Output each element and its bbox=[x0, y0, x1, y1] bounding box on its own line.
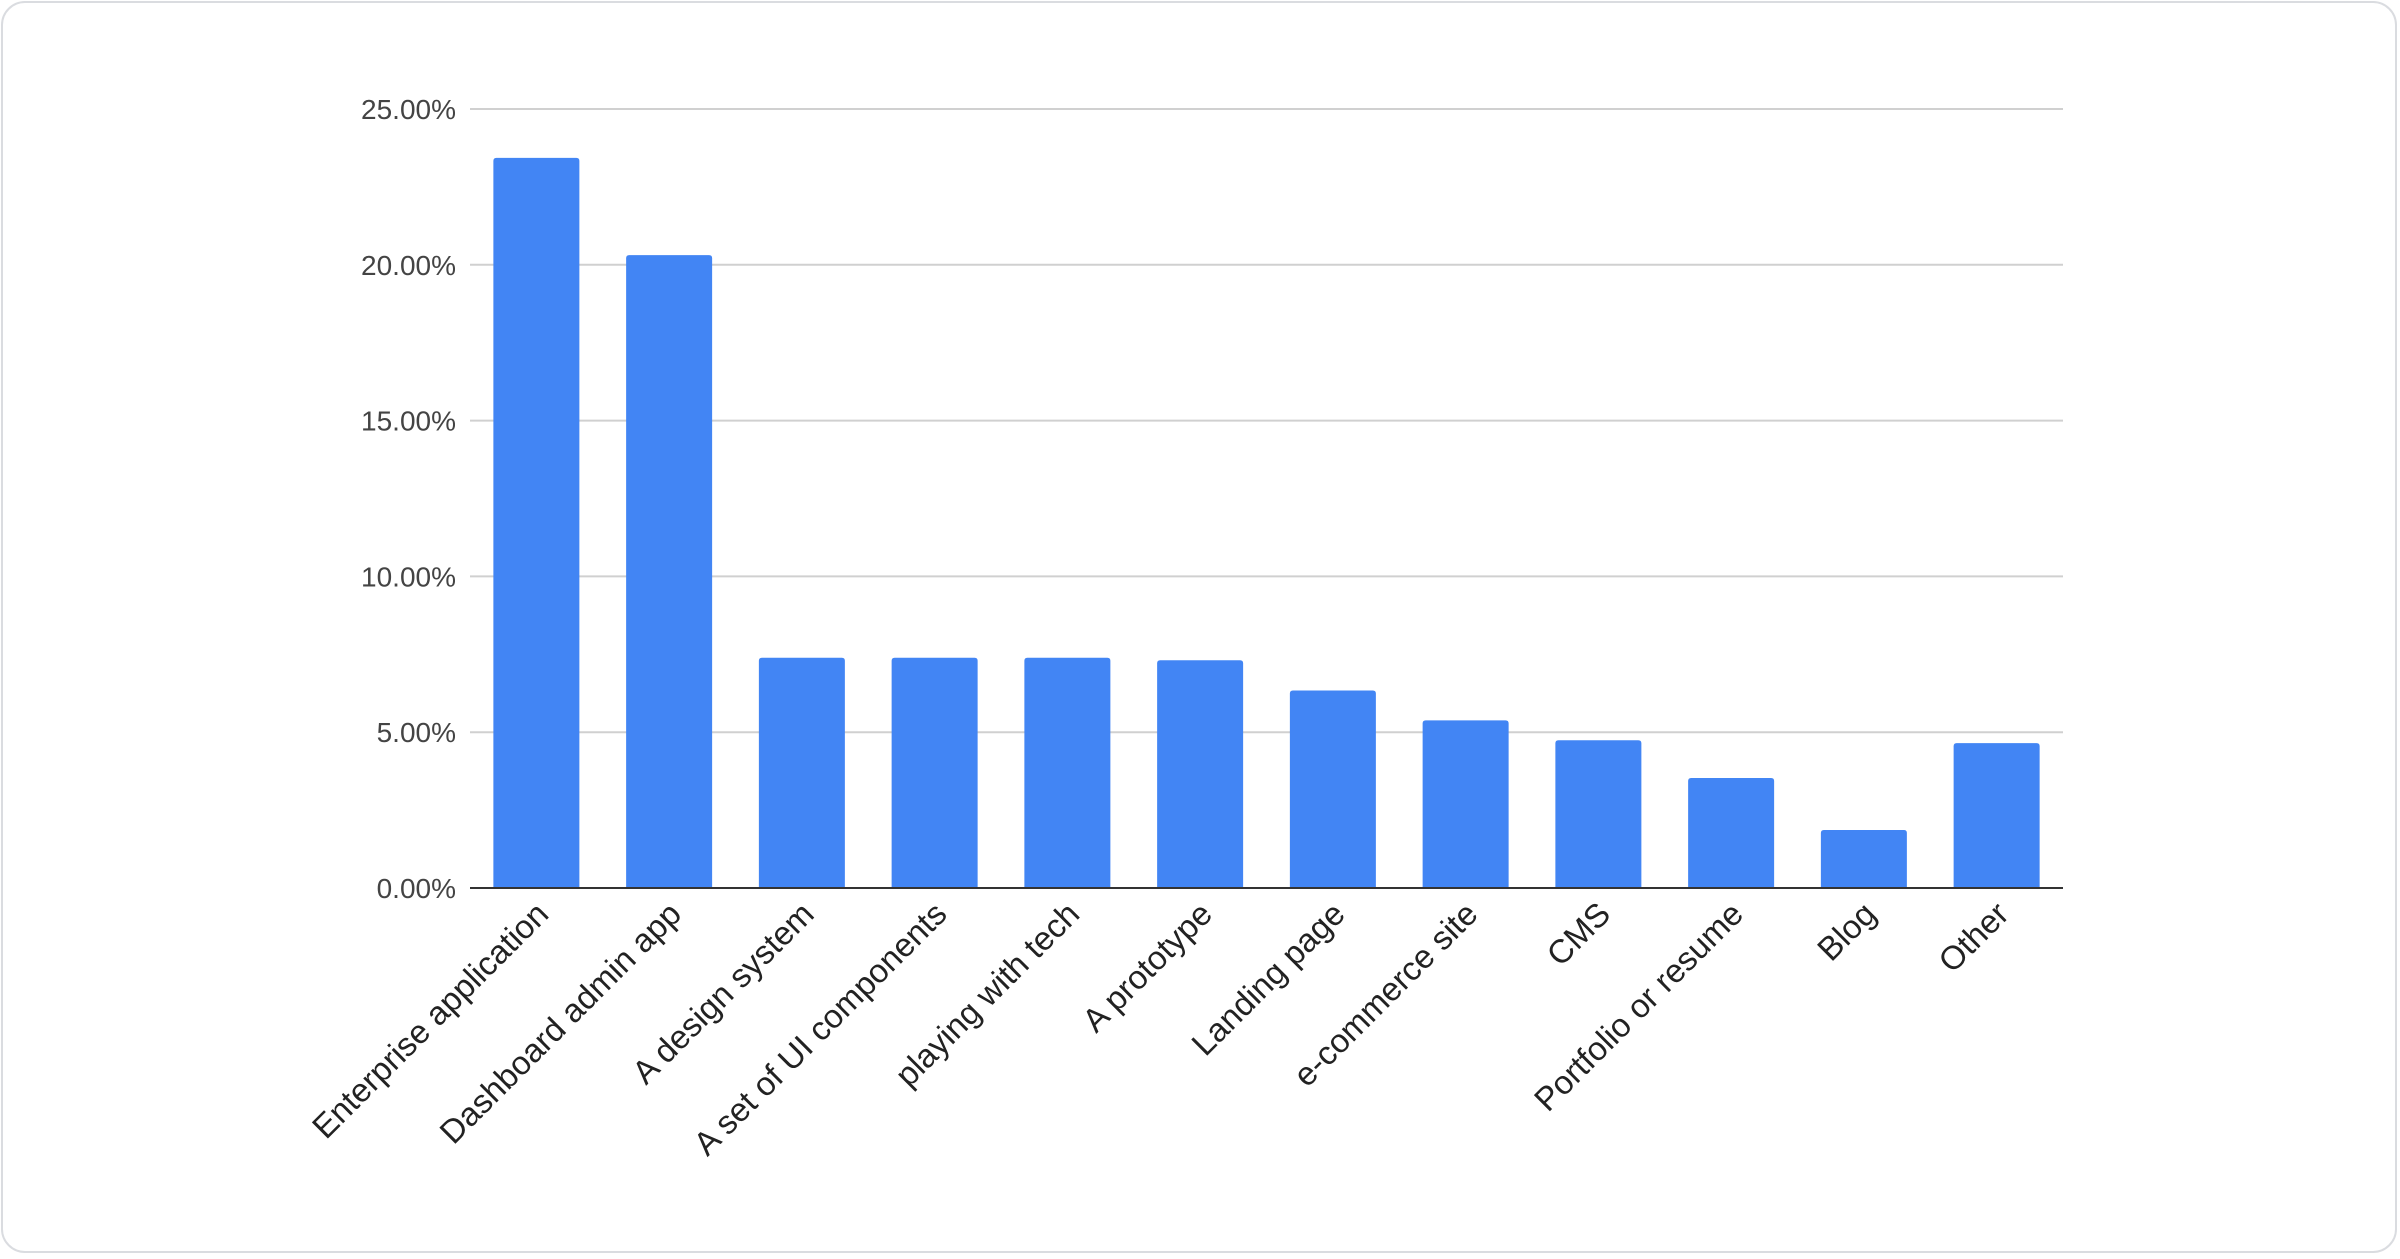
y-tick-label: 25.00% bbox=[361, 94, 456, 125]
x-category-label: Enterprise application bbox=[305, 895, 556, 1146]
bar bbox=[1953, 743, 2040, 888]
y-tick-label: 15.00% bbox=[361, 406, 456, 437]
bar bbox=[1157, 660, 1244, 888]
bar-chart: 0.00% 5.00% 10.00% 15.00% 20.00% 25.00% Enterp… bbox=[305, 94, 2063, 1162]
bar bbox=[1289, 690, 1376, 888]
bar bbox=[493, 157, 580, 888]
y-tick-label: 10.00% bbox=[361, 561, 456, 592]
bar bbox=[1422, 720, 1509, 888]
x-category-label: Dashboard admin app bbox=[432, 895, 688, 1151]
y-tick-label: 0.00% bbox=[377, 873, 456, 904]
x-category-label: A prototype bbox=[1075, 895, 1219, 1039]
x-category-label: Other bbox=[1931, 895, 2016, 980]
bar bbox=[626, 255, 713, 889]
y-tick-label: 20.00% bbox=[361, 250, 456, 281]
bar bbox=[1555, 740, 1642, 888]
bar bbox=[1688, 778, 1775, 888]
bar bbox=[1820, 830, 1907, 888]
bar bbox=[891, 657, 978, 888]
bar bbox=[1024, 657, 1111, 888]
x-category-label: CMS bbox=[1539, 895, 1617, 973]
bar bbox=[758, 657, 845, 888]
y-tick-label: 5.00% bbox=[377, 717, 456, 748]
x-category-label: Blog bbox=[1810, 895, 1883, 968]
x-category-label: A set of UI components bbox=[686, 895, 953, 1162]
